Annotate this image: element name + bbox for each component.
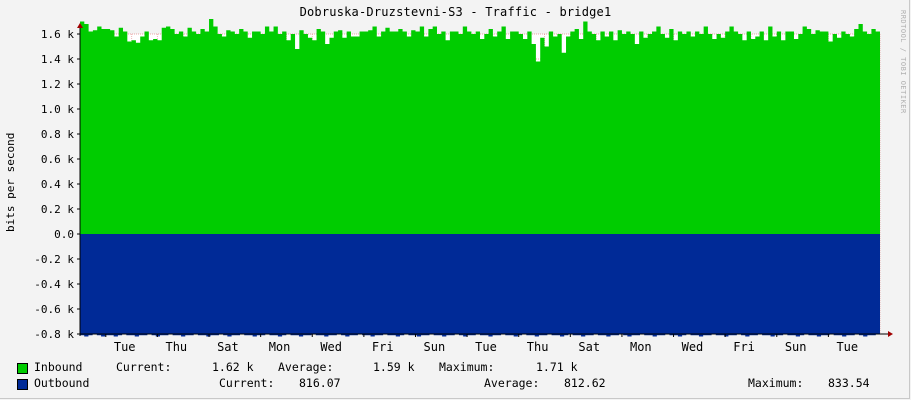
x-tick-label: Fri bbox=[372, 340, 394, 354]
y-tick-label: 1.6 k bbox=[41, 28, 74, 41]
x-tick-label: Tue bbox=[475, 340, 497, 354]
outbound-maximum-value: 833.54 bbox=[828, 376, 870, 390]
outbound-average-value: 812.62 bbox=[564, 376, 606, 390]
chart-title: Dobruska-Druzstevni-S3 - Traffic - bridg… bbox=[299, 5, 612, 19]
inbound-legend-swatch bbox=[17, 363, 28, 374]
inbound-average-label: Average: bbox=[278, 360, 334, 374]
x-tick-label: Mon bbox=[269, 340, 291, 354]
y-tick-label: 1.0 k bbox=[41, 103, 74, 116]
x-tick-label: Sun bbox=[424, 340, 446, 354]
y-tick-label: -0.8 k bbox=[34, 328, 74, 341]
axes bbox=[77, 23, 893, 337]
x-tick-label: Fri bbox=[733, 340, 755, 354]
x-tick-label: Sat bbox=[217, 340, 239, 354]
y-tick-label: 0.4 k bbox=[41, 178, 74, 191]
outbound-maximum-label: Maximum: bbox=[748, 376, 804, 390]
y-tick-label: -0.4 k bbox=[34, 278, 74, 291]
x-tick-label: Sun bbox=[785, 340, 807, 354]
outbound-legend-name: Outbound bbox=[34, 376, 90, 390]
inbound-maximum-value: 1.71 k bbox=[536, 360, 578, 374]
y-tick-label: 0.8 k bbox=[41, 128, 74, 141]
rrdtool-watermark: RRDTOOL / TOBI OETIKER bbox=[899, 10, 907, 114]
y-tick-label: -0.6 k bbox=[34, 303, 74, 316]
y-tick-label: 1.2 k bbox=[41, 78, 74, 91]
y-tick-label: 1.4 k bbox=[41, 53, 74, 66]
x-tick-label: Tue bbox=[114, 340, 136, 354]
y-tick-label: 0.6 k bbox=[41, 153, 74, 166]
inbound-legend-name: Inbound bbox=[34, 360, 83, 374]
y-tick-label: -0.2 k bbox=[34, 253, 74, 266]
outbound-legend-swatch bbox=[17, 379, 28, 390]
x-tick-label: Thu bbox=[527, 340, 549, 354]
inbound-maximum-label: Maximum: bbox=[439, 360, 495, 374]
data-areas bbox=[80, 19, 880, 337]
inbound-average-value: 1.59 k bbox=[373, 360, 415, 374]
x-tick-label: Wed bbox=[320, 340, 342, 354]
outbound-average-label: Average: bbox=[484, 376, 540, 390]
y-tick-label: 0.0 bbox=[54, 228, 74, 241]
inbound-area bbox=[80, 19, 880, 234]
tick-labels: 1.6 k 1.4 k 1.2 k 1.0 k 0.8 k 0.6 k 0.4 k 0.2 k… bbox=[34, 28, 858, 354]
outbound-current-label: Current: bbox=[219, 376, 275, 390]
x-axis-arrow bbox=[888, 331, 893, 337]
x-tick-label: Thu bbox=[165, 340, 187, 354]
y-tick-label: 0.2 k bbox=[41, 203, 74, 216]
inbound-current-label: Current: bbox=[116, 360, 172, 374]
x-tick-label: Tue bbox=[836, 340, 858, 354]
y-axis-arrow bbox=[77, 23, 83, 28]
outbound-area bbox=[80, 234, 880, 337]
x-tick-label: Mon bbox=[630, 340, 652, 354]
x-tick-label: Wed bbox=[682, 340, 704, 354]
outbound-current-value: 816.07 bbox=[299, 376, 341, 390]
x-tick-label: Sat bbox=[578, 340, 600, 354]
inbound-current-value: 1.62 k bbox=[212, 360, 254, 374]
